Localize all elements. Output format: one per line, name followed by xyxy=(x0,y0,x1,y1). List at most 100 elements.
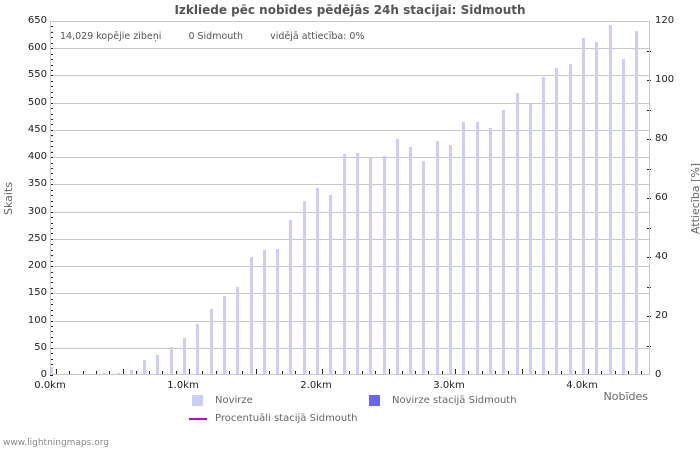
x-minor-tick xyxy=(176,371,177,375)
y-left-tick-label: 0 xyxy=(40,369,47,380)
y-left-minor-tick xyxy=(50,261,53,262)
bar-novirze xyxy=(143,360,146,375)
y-left-minor-tick xyxy=(50,54,53,55)
x-minor-tick xyxy=(535,371,536,375)
x-minor-tick xyxy=(402,371,403,375)
x-minor-tick xyxy=(256,369,257,375)
y-left-minor-tick xyxy=(50,359,53,360)
x-minor-tick xyxy=(216,371,217,375)
y-left-minor-tick xyxy=(50,173,53,174)
y-left-minor-tick xyxy=(50,331,53,332)
y-left-minor-tick xyxy=(50,97,53,98)
gridline xyxy=(50,75,650,76)
bar-novirze xyxy=(250,257,253,375)
bar-novirze xyxy=(130,370,133,375)
bar-novirze xyxy=(595,42,598,375)
x-minor-tick xyxy=(561,371,562,375)
y-left-minor-tick xyxy=(50,217,53,218)
y-left-minor-tick xyxy=(50,135,53,136)
x-minor-tick xyxy=(415,371,416,375)
x-minor-tick xyxy=(588,369,589,375)
x-minor-tick xyxy=(389,369,390,375)
y-left-minor-tick xyxy=(50,321,53,322)
x-tick-label: 2.0km xyxy=(300,380,332,391)
y-left-tick-label: 300 xyxy=(27,206,47,217)
y-left-minor-tick xyxy=(50,103,53,104)
y-left-minor-tick xyxy=(50,288,53,289)
y-left-tick-label: 350 xyxy=(27,178,47,189)
x-minor-tick xyxy=(295,371,296,375)
bar-novirze xyxy=(316,188,319,375)
y-left-minor-tick xyxy=(50,206,53,207)
gridline xyxy=(50,157,650,158)
footer-credit: www.lightningmaps.org xyxy=(3,438,109,448)
bar-novirze xyxy=(502,110,505,375)
chart-title: Izkliede pēc nobīdes pēdējās 24h stacija… xyxy=(174,3,526,17)
x-minor-tick xyxy=(149,371,150,375)
y-left-minor-tick xyxy=(50,228,53,229)
y-left-tick-label: 150 xyxy=(27,287,47,298)
bar-novirze xyxy=(409,147,412,375)
y-right-tick-label: 100 xyxy=(655,74,675,85)
bar-novirze xyxy=(609,25,612,375)
y-left-minor-tick xyxy=(50,70,53,71)
bar-novirze xyxy=(210,309,213,375)
y-left-minor-tick xyxy=(50,337,53,338)
y-left-minor-tick xyxy=(50,184,53,185)
y-left-minor-tick xyxy=(50,195,53,196)
y-left-tick-label: 550 xyxy=(27,69,47,80)
gridline xyxy=(50,103,650,104)
y-left-minor-tick xyxy=(50,152,53,153)
y-left-tick-label: 650 xyxy=(27,15,47,26)
legend-label-novirze-station: Novirze stacijā Sidmouth xyxy=(392,395,517,406)
y-left-minor-tick xyxy=(50,92,53,93)
y-left-minor-tick xyxy=(50,119,53,120)
bar-novirze xyxy=(476,122,479,375)
x-minor-tick xyxy=(468,371,469,375)
bar-novirze xyxy=(156,355,159,375)
bar-novirze xyxy=(183,338,186,375)
gridline xyxy=(50,321,650,322)
gridline xyxy=(50,239,650,240)
x-minor-tick xyxy=(495,371,496,375)
x-tick-label: 4.0km xyxy=(566,380,598,391)
y-right-tick-label: 120 xyxy=(655,15,675,26)
legend-swatch-novirze-station xyxy=(369,395,380,406)
x-minor-tick xyxy=(508,371,509,375)
bar-novirze xyxy=(236,287,239,375)
bar-novirze xyxy=(170,347,173,375)
stats-line: 14,029 kopējie zibeņi 0 Sidmouth vidējā … xyxy=(60,31,388,42)
x-minor-tick xyxy=(322,369,323,375)
y-left-minor-tick xyxy=(50,233,53,234)
x-minor-tick xyxy=(601,371,602,375)
y-left-minor-tick xyxy=(50,86,53,87)
x-minor-tick xyxy=(83,371,84,375)
y-left-minor-tick xyxy=(50,130,53,131)
x-minor-tick xyxy=(269,371,270,375)
y-right-axis-title: Attiecība [%] xyxy=(689,162,700,235)
y-left-minor-tick xyxy=(50,255,53,256)
bar-novirze xyxy=(369,157,372,375)
y-right-tick-label: 40 xyxy=(655,251,668,262)
bar-novirze xyxy=(516,93,519,375)
x-tick-label: 0.0km xyxy=(34,380,66,391)
y-left-minor-tick xyxy=(50,26,53,27)
y-left-minor-tick xyxy=(50,146,53,147)
y-left-minor-tick xyxy=(50,272,53,273)
x-minor-tick xyxy=(575,371,576,375)
y-left-minor-tick xyxy=(50,163,53,164)
legend-label-percent: Procentuāli stacijā Sidmouth xyxy=(215,413,358,424)
x-minor-tick xyxy=(136,371,137,375)
y-left-minor-tick xyxy=(50,282,53,283)
y-left-tick-label: 250 xyxy=(27,233,47,244)
y-left-tick-label: 200 xyxy=(27,260,47,271)
y-left-tick-label: 600 xyxy=(27,42,47,53)
x-axis-title: Nobīdes xyxy=(603,390,648,403)
x-minor-tick xyxy=(242,371,243,375)
y-left-minor-tick xyxy=(50,293,53,294)
y-left-minor-tick xyxy=(50,375,53,376)
gridline xyxy=(50,212,650,213)
x-minor-tick xyxy=(375,371,376,375)
y-left-minor-tick xyxy=(50,277,53,278)
x-minor-tick xyxy=(349,371,350,375)
